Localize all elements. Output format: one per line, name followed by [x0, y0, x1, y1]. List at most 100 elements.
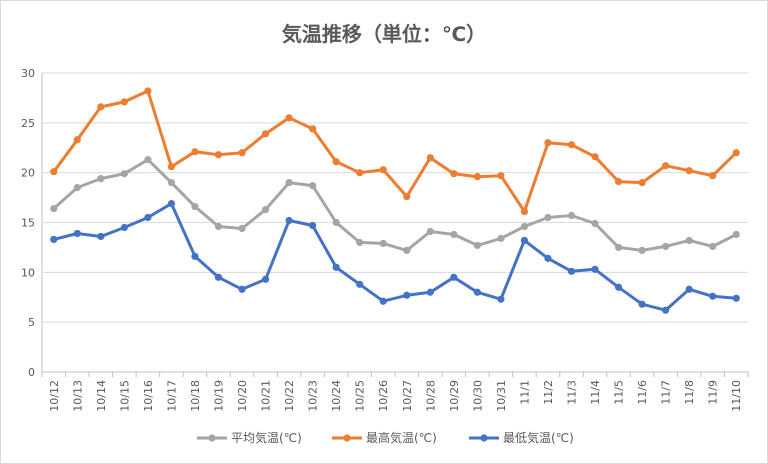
data-point	[638, 246, 646, 255]
data-point	[685, 236, 693, 245]
legend-label-1: 最高気温(℃)	[366, 430, 437, 445]
data-point	[709, 172, 717, 180]
x-tick-label: 11/5	[613, 380, 626, 405]
x-tick-label: 10/17	[165, 380, 178, 412]
x-tick-label: 10/22	[283, 380, 296, 412]
x-tick-label: 10/19	[213, 380, 226, 412]
x-tick-label: 11/3	[566, 380, 579, 405]
x-tick-label: 10/23	[307, 380, 320, 412]
y-tick-label: 15	[21, 217, 35, 230]
legend-marker-1	[343, 434, 351, 442]
data-point	[520, 222, 529, 231]
data-point	[238, 149, 246, 157]
data-point	[261, 205, 270, 214]
data-point	[144, 156, 152, 164]
x-tick-label: 11/4	[589, 380, 602, 405]
y-tick-label: 5	[28, 316, 35, 329]
data-point	[614, 243, 623, 252]
data-point	[544, 213, 552, 222]
x-tick-label: 10/18	[189, 380, 202, 412]
data-point	[238, 224, 246, 233]
data-point	[214, 151, 223, 159]
x-tick-label: 10/26	[377, 380, 390, 412]
data-point	[167, 199, 176, 208]
data-point	[497, 172, 505, 180]
data-point	[614, 283, 623, 291]
y-tick-label: 10	[21, 266, 35, 279]
x-tick-label: 10/31	[495, 380, 508, 412]
data-point	[120, 98, 128, 106]
data-point	[285, 179, 293, 187]
x-tick-label: 10/27	[401, 380, 414, 412]
data-point	[97, 232, 105, 241]
data-point	[214, 273, 223, 281]
data-point	[544, 139, 552, 147]
data-point	[309, 221, 317, 230]
data-point	[73, 136, 81, 144]
x-tick-label: 10/30	[471, 380, 484, 412]
x-tick-label: 11/9	[707, 380, 720, 405]
x-tick-label: 10/14	[95, 380, 108, 412]
data-point	[285, 216, 293, 225]
data-point	[167, 179, 176, 187]
data-point	[261, 275, 270, 283]
chart-title: 気温推移（単位：℃）	[282, 22, 486, 46]
x-tick-label: 11/6	[636, 380, 649, 405]
data-point	[332, 263, 340, 271]
data-point	[450, 230, 458, 239]
y-tick-label: 30	[21, 67, 35, 80]
data-point	[403, 246, 411, 255]
data-point	[473, 241, 481, 250]
x-tick-label: 10/15	[118, 380, 131, 412]
data-point	[120, 170, 128, 178]
y-tick-label: 20	[21, 167, 35, 180]
data-point	[191, 148, 199, 156]
data-point	[662, 162, 670, 170]
data-point	[379, 297, 387, 305]
data-point	[732, 230, 740, 239]
data-point	[520, 236, 529, 245]
data-point	[709, 292, 717, 300]
data-point	[379, 239, 387, 248]
y-tick-label: 25	[21, 117, 35, 130]
x-tick-label: 11/2	[542, 380, 555, 405]
data-point	[191, 252, 199, 260]
series-line-0	[52, 158, 738, 252]
data-point	[191, 202, 199, 211]
data-point	[591, 219, 599, 228]
data-point	[403, 291, 411, 299]
x-tick-label: 10/24	[330, 380, 343, 412]
legend-label-2: 最低気温(℃)	[503, 430, 574, 445]
data-point	[97, 175, 105, 183]
data-point	[473, 173, 481, 181]
data-point	[426, 154, 434, 162]
data-point	[73, 184, 81, 192]
data-point	[379, 166, 387, 174]
data-point	[214, 222, 223, 231]
x-tick-label: 10/16	[142, 380, 155, 412]
data-point	[497, 295, 505, 303]
data-point	[544, 254, 552, 262]
x-tick-label: 11/1	[518, 380, 531, 405]
data-point	[309, 182, 317, 190]
data-point	[356, 238, 364, 247]
data-point	[332, 218, 340, 227]
data-point	[709, 242, 717, 251]
x-tick-label: 10/25	[354, 380, 367, 412]
data-point	[144, 87, 152, 95]
data-point	[450, 170, 458, 178]
y-tick-label: 0	[28, 366, 35, 379]
x-tick-label: 10/21	[260, 380, 273, 412]
data-point	[50, 204, 58, 213]
data-point	[167, 163, 176, 171]
data-point	[50, 235, 58, 244]
x-tick-label: 11/7	[660, 380, 673, 405]
data-point	[332, 158, 340, 166]
x-tick-label: 10/28	[424, 380, 437, 412]
data-point	[50, 168, 58, 176]
data-point	[685, 167, 693, 175]
x-tick-label: 10/20	[236, 380, 249, 412]
data-point	[309, 125, 317, 133]
data-point	[685, 285, 693, 293]
data-point	[403, 192, 411, 201]
